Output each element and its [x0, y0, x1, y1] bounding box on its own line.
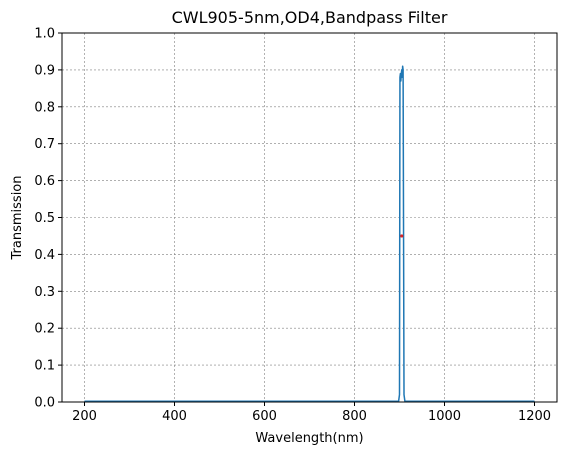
transmission-line	[84, 65, 535, 403]
y-tick-label: 0.1	[34, 359, 55, 374]
x-tick-label: 800	[342, 409, 367, 424]
x-tick-label: 400	[162, 409, 187, 424]
y-tick-label: 1.0	[34, 27, 55, 42]
x-tick-label: 1000	[428, 409, 461, 424]
y-tick-label: 0.3	[34, 285, 55, 300]
series-layer	[84, 65, 535, 403]
cwl-marker	[400, 234, 404, 238]
y-tick-label: 0.6	[34, 174, 55, 189]
y-axis-label: Transmission	[10, 176, 25, 261]
y-tick-label: 0.8	[34, 100, 55, 115]
y-tick-label: 0.7	[34, 137, 55, 152]
y-tick-label: 0.2	[34, 322, 55, 337]
ticks: 200 400 600 800 1000 1200 0.0 0.1 0.2 0.3 0.4 0.5 0.…	[34, 27, 551, 425]
y-tick-label: 0.5	[34, 211, 55, 226]
y-tick-label: 0.4	[34, 248, 55, 263]
x-tick-label: 600	[252, 409, 277, 424]
x-tick-label: 200	[72, 409, 97, 424]
x-tick-label: 1200	[518, 409, 551, 424]
y-tick-label: 0.0	[34, 396, 55, 411]
x-axis-label: Wavelength(nm)	[255, 431, 363, 446]
chart-title: CWL905-5nm,OD4,Bandpass Filter	[172, 8, 448, 27]
y-tick-label: 0.9	[34, 63, 55, 78]
